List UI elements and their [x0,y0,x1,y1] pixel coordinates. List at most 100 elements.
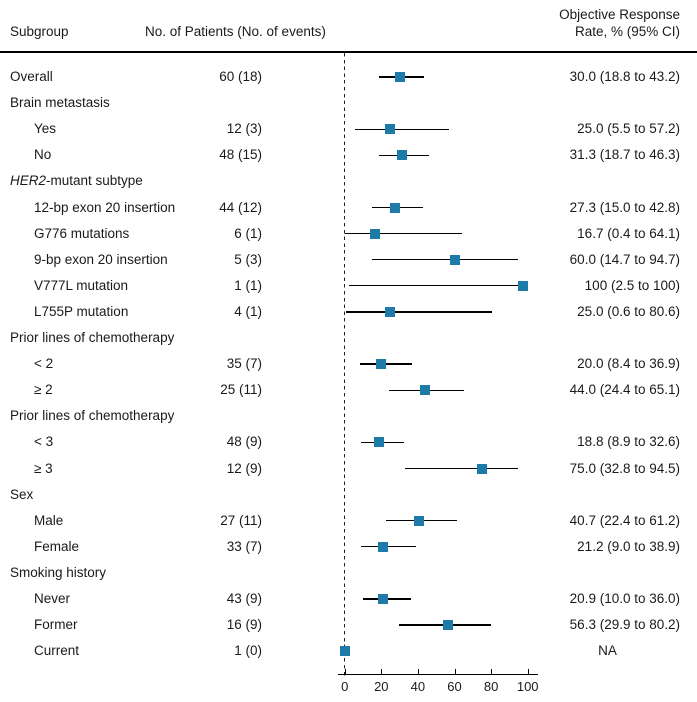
point-estimate-marker [385,306,396,317]
response-rate-value: 31.3 (18.7 to 46.3) [569,147,680,163]
point-estimate-marker [370,228,381,239]
subgroup-label: Sex [10,486,34,502]
patients-count: 33 (7) [226,538,262,554]
forest-row: No 48 (15) 31.3 (18.7 to 46.3) [0,142,697,168]
x-axis-tick-mark [491,669,493,674]
patients-count: 48 (15) [219,147,262,163]
response-rate-value: 75.0 (32.8 to 94.5) [569,460,680,476]
subgroup-label: Prior lines of chemotherapy [10,408,175,424]
point-estimate-marker [378,541,389,552]
patients-count: 27 (11) [220,512,262,528]
point-estimate-marker [396,150,407,161]
subgroup-label: ≥ 3 [34,460,53,476]
forest-group-header-row: HER2-mutant subtype [0,168,697,194]
subgroup-label: Male [34,512,64,528]
subgroup-label: Former [34,617,78,633]
forest-row: Male 27 (11) 40.7 (22.4 to 61.2) [0,508,697,534]
confidence-interval-line [345,232,462,235]
confidence-interval-line [371,259,518,261]
forest-row: Overall 60 (18) 30.0 (18.8 to 43.2) [0,64,697,90]
patients-count: 6 (1) [234,225,262,241]
patients-count: 35 (7) [226,356,262,372]
point-estimate-marker [414,515,425,526]
x-axis-tick-mark [454,669,456,674]
response-rate-value: 44.0 (24.4 to 65.1) [569,382,680,398]
point-estimate-marker [374,437,385,448]
subgroup-label: G776 mutations [34,225,130,241]
header-rule [0,51,697,53]
x-axis-tick-label: 0 [341,679,349,694]
response-rate-value: 56.3 (29.9 to 80.2) [569,617,680,633]
response-rate-value: 20.9 (10.0 to 36.0) [569,591,680,606]
patients-count: 1 (0) [234,643,262,659]
column-header-response-rate: Objective Response Rate, % (95% CI) [559,6,680,40]
confidence-interval-line [354,128,450,130]
forest-row: 9-bp exon 20 insertion 5 (3) 60.0 (14.7 to… [0,247,697,273]
point-estimate-marker [420,385,431,396]
patients-count: 16 (9) [226,617,262,633]
subgroup-label: Smoking history [10,564,107,580]
subgroup-label: 9-bp exon 20 insertion [34,251,168,267]
response-rate-value: 25.0 (5.5 to 57.2) [577,121,680,137]
patients-count: 25 (11) [220,382,262,398]
forest-row: < 3 48 (9) 18.8 (8.9 to 32.6) [0,429,697,455]
response-rate-value: 18.8 (8.9 to 32.6) [577,434,680,450]
subgroup-label: Prior lines of chemotherapy [10,330,175,345]
patients-count: 60 (18) [219,69,262,84]
patients-count: 4 (1) [234,303,262,319]
x-axis-line [338,674,538,676]
subgroup-label: < 3 [34,434,54,450]
confidence-interval-line [361,546,416,548]
forest-row: Former 16 (9) 56.3 (29.9 to 80.2) [0,612,697,638]
response-rate-value: 16.7 (0.4 to 64.1) [577,225,680,241]
subgroup-label: Current [34,643,80,659]
subgroup-label: Overall [10,69,53,84]
response-rate-value: 27.3 (15.0 to 42.8) [569,199,680,215]
point-estimate-marker [517,280,528,291]
point-estimate-marker [449,254,460,265]
patients-count: 1 (1) [234,277,262,293]
patients-count: 48 (9) [226,434,262,450]
response-rate-value: 21.2 (9.0 to 38.9) [577,538,680,554]
response-rate-value: NA [598,643,617,659]
point-estimate-marker [476,463,487,474]
forest-row: < 2 35 (7) 20.0 (8.4 to 36.9) [0,351,697,377]
patients-count: 44 (12) [219,199,262,215]
response-rate-value: 20.0 (8.4 to 36.9) [577,356,680,372]
subgroup-label: 12-bp exon 20 insertion [34,199,176,215]
forest-group-header-row: Sex [0,482,697,508]
forest-row: Female 33 (7) 21.2 (9.0 to 38.9) [0,534,697,560]
subgroup-label: Yes [34,121,57,137]
forest-group-header-row: Smoking history [0,560,697,586]
zero-reference-dashed-line [344,52,345,676]
forest-row: ≥ 3 12 (9) 75.0 (32.8 to 94.5) [0,456,697,482]
patients-count: 12 (9) [226,460,262,476]
forest-group-header-row: Brain metastasis [0,90,697,116]
confidence-interval-line [345,311,493,313]
column-header-patients: No. of Patients (No. of events) [145,24,326,39]
confidence-interval-line [349,285,528,287]
point-estimate-marker [442,620,453,631]
response-rate-value: 30.0 (18.8 to 43.2) [569,69,680,84]
patients-count: 12 (3) [226,121,262,137]
patients-count: 43 (9) [226,591,262,606]
column-header-response-rate-line1: Objective Response [559,7,680,22]
forest-row: 12-bp exon 20 insertion 44 (12) 27.3 (15.0… [0,195,697,221]
subgroup-label: Never [34,591,71,606]
point-estimate-marker [376,359,387,370]
subgroup-label: No [34,147,52,163]
forest-row: Never 43 (9) 20.9 (10.0 to 36.0) [0,586,697,612]
subgroup-label: ≥ 2 [34,382,53,398]
x-axis-tick-label: 100 [516,679,539,694]
forest-row: G776 mutations 6 (1) 16.7 (0.4 to 64.1) [0,221,697,247]
subgroup-label: HER2-mutant subtype [10,173,143,189]
point-estimate-marker [377,594,388,604]
column-header-subgroup: Subgroup [10,24,69,39]
point-estimate-marker [394,72,405,82]
patients-count: 5 (3) [234,251,262,267]
subgroup-label: < 2 [34,356,54,372]
forest-group-header-row: Prior lines of chemotherapy [0,325,697,351]
forest-row: L755P mutation 4 (1) 25.0 (0.6 to 80.6) [0,299,697,325]
point-estimate-marker [339,646,350,657]
